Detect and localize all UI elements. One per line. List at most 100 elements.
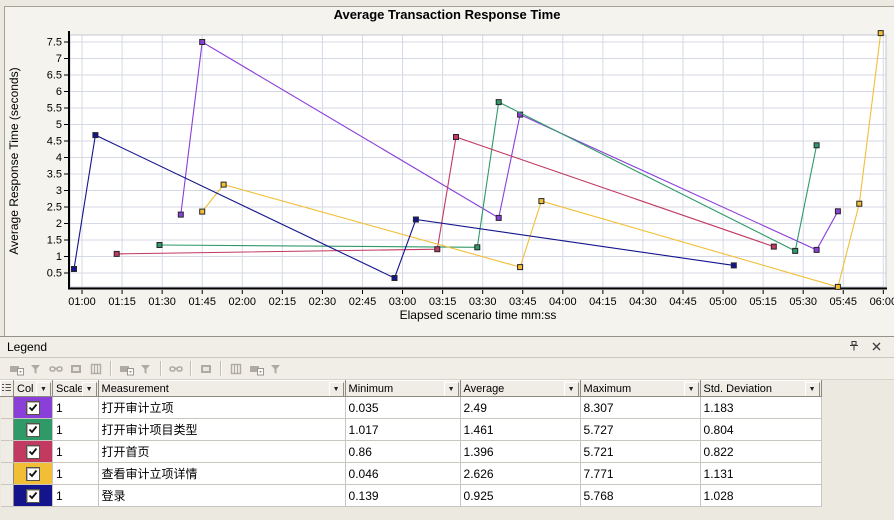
- column-header-measurement[interactable]: Measurement ▼: [97, 380, 346, 397]
- minimum-cell[interactable]: 0.035: [345, 396, 461, 419]
- measurement-cell[interactable]: 查看审计立项详情: [98, 462, 346, 485]
- toolbar-separator: [160, 361, 162, 376]
- svg-text:4.5: 4.5: [47, 136, 62, 148]
- svg-text:3: 3: [56, 185, 62, 197]
- column-header-std-deviation[interactable]: Std. Deviation ▼: [699, 380, 822, 397]
- copy-icon[interactable]: [226, 361, 246, 377]
- svg-text:02:15: 02:15: [269, 296, 297, 308]
- visibility-checkbox[interactable]: [26, 466, 40, 481]
- svg-text:02:45: 02:45: [349, 296, 377, 308]
- chevron-down-icon[interactable]: ▼: [804, 382, 820, 396]
- visibility-checkbox[interactable]: [26, 488, 40, 503]
- svg-text:02:30: 02:30: [309, 296, 337, 308]
- column-header-minimum[interactable]: Minimum ▼: [344, 380, 461, 397]
- chevron-down-icon[interactable]: ▼: [683, 382, 699, 396]
- chevron-down-icon[interactable]: ▼: [36, 382, 51, 396]
- row-selector[interactable]: [0, 462, 14, 485]
- average-cell[interactable]: 1.461: [460, 418, 581, 441]
- chevron-down-icon[interactable]: ▼: [328, 382, 344, 396]
- maximum-cell[interactable]: 5.768: [580, 484, 701, 507]
- legend-row: 1 登录 0.139 0.925 5.768 1.028: [0, 484, 839, 507]
- color-swatch-cell: [13, 396, 53, 419]
- paste-icon[interactable]: [246, 361, 266, 377]
- svg-text:03:45: 03:45: [509, 296, 537, 308]
- chevron-down-icon[interactable]: ▼: [443, 382, 459, 396]
- std-deviation-cell[interactable]: 1.183: [700, 396, 822, 419]
- row-selector-header[interactable]: [0, 380, 14, 397]
- std-deviation-cell[interactable]: 0.804: [700, 418, 822, 441]
- row-selector[interactable]: [0, 484, 14, 507]
- sort-measurements-icon[interactable]: [116, 361, 136, 377]
- header-filler: [821, 380, 839, 397]
- show-measurement-icon[interactable]: [6, 361, 26, 377]
- scale-cell[interactable]: 1: [52, 440, 99, 463]
- maximum-cell[interactable]: 7.771: [580, 462, 701, 485]
- export-legend-icon[interactable]: [136, 361, 156, 377]
- svg-text:3.5: 3.5: [47, 169, 62, 181]
- list-icon: [2, 383, 11, 391]
- close-icon[interactable]: [868, 339, 884, 354]
- row-selector[interactable]: [0, 418, 14, 441]
- scale-cell[interactable]: 1: [52, 462, 99, 485]
- scale-cell[interactable]: 1: [52, 484, 99, 507]
- svg-text:01:00: 01:00: [68, 296, 96, 308]
- column-header-average[interactable]: Average ▼: [459, 380, 581, 397]
- maximum-cell[interactable]: 5.721: [580, 440, 701, 463]
- configure-measurements-icon[interactable]: [166, 361, 186, 377]
- std-deviation-cell[interactable]: 1.131: [700, 462, 822, 485]
- svg-text:03:30: 03:30: [469, 296, 497, 308]
- svg-text:1: 1: [56, 251, 62, 263]
- svg-text:5: 5: [56, 119, 62, 131]
- filter-icon[interactable]: [86, 361, 106, 377]
- view-all-icon[interactable]: [66, 361, 86, 377]
- minimum-cell[interactable]: 1.017: [345, 418, 461, 441]
- column-chooser-icon[interactable]: [196, 361, 216, 377]
- scale-cell[interactable]: 1: [52, 418, 99, 441]
- std-deviation-cell[interactable]: 0.822: [700, 440, 822, 463]
- average-cell[interactable]: 1.396: [460, 440, 581, 463]
- column-header-col[interactable]: Col ▼: [13, 380, 53, 397]
- measurement-cell[interactable]: 打开首页: [98, 440, 346, 463]
- svg-text:2: 2: [56, 218, 62, 230]
- chevron-down-icon[interactable]: ▼: [81, 382, 97, 396]
- measurement-cell[interactable]: 打开审计项目类型: [98, 418, 346, 441]
- visibility-checkbox[interactable]: [26, 422, 40, 437]
- svg-text:01:30: 01:30: [148, 296, 176, 308]
- hide-measurement-icon[interactable]: [26, 361, 46, 377]
- save-icon[interactable]: [266, 361, 286, 377]
- maximum-cell[interactable]: 5.727: [580, 418, 701, 441]
- average-cell[interactable]: 0.925: [460, 484, 581, 507]
- column-header-scale[interactable]: Scale ▼: [52, 380, 99, 397]
- legend-toolbar: [0, 358, 894, 380]
- scale-cell[interactable]: 1: [52, 396, 99, 419]
- svg-text:01:45: 01:45: [188, 296, 216, 308]
- svg-text:0.5: 0.5: [47, 268, 62, 280]
- toolbar-separator: [220, 361, 222, 376]
- row-selector[interactable]: [0, 440, 14, 463]
- svg-text:01:15: 01:15: [108, 296, 136, 308]
- minimum-cell[interactable]: 0.139: [345, 484, 461, 507]
- pin-icon[interactable]: [846, 339, 862, 354]
- minimum-cell[interactable]: 0.046: [345, 462, 461, 485]
- response-time-chart[interactable]: 0.5 1 1.5 2 2.5 3 3.5 4 4.5 5 5.5 6 6.5 7 7.5 01:00 01:1…: [0, 0, 894, 332]
- view-selected-icon[interactable]: [46, 361, 66, 377]
- visibility-checkbox[interactable]: [26, 400, 40, 415]
- legend-table-header-row: Col ▼ Scale ▼ Measurement ▼ Minimum ▼ Averag…: [0, 380, 839, 397]
- average-cell[interactable]: 2.49: [460, 396, 581, 419]
- std-deviation-cell[interactable]: 1.028: [700, 484, 822, 507]
- column-header-maximum[interactable]: Maximum ▼: [579, 380, 701, 397]
- row-selector[interactable]: [0, 396, 14, 419]
- average-cell[interactable]: 2.626: [460, 462, 581, 485]
- svg-text:7.5: 7.5: [47, 36, 62, 48]
- chevron-down-icon[interactable]: ▼: [563, 382, 579, 396]
- minimum-cell[interactable]: 0.86: [345, 440, 461, 463]
- svg-text:03:15: 03:15: [429, 296, 457, 308]
- maximum-cell[interactable]: 8.307: [580, 396, 701, 419]
- svg-text:03:00: 03:00: [389, 296, 417, 308]
- visibility-checkbox[interactable]: [26, 444, 40, 459]
- measurement-cell[interactable]: 登录: [98, 484, 346, 507]
- measurement-cell[interactable]: 打开审计立项: [98, 396, 346, 419]
- svg-text:04:15: 04:15: [589, 296, 617, 308]
- svg-text:5.5: 5.5: [47, 102, 62, 114]
